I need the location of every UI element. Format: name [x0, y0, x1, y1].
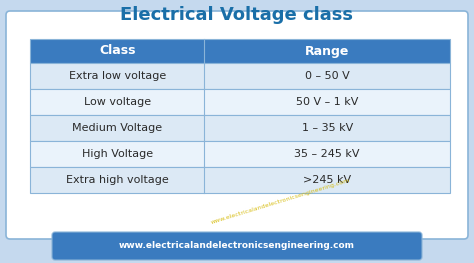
- Text: Electrical Voltage class: Electrical Voltage class: [120, 6, 354, 24]
- FancyBboxPatch shape: [6, 11, 468, 239]
- Text: >245 kV: >245 kV: [303, 175, 351, 185]
- Text: Extra high voltage: Extra high voltage: [66, 175, 169, 185]
- FancyBboxPatch shape: [30, 115, 450, 141]
- FancyBboxPatch shape: [30, 89, 450, 115]
- Text: Extra low voltage: Extra low voltage: [69, 71, 166, 81]
- Text: Medium Voltage: Medium Voltage: [72, 123, 162, 133]
- Text: 35 – 245 kV: 35 – 245 kV: [294, 149, 360, 159]
- Text: 0 – 50 V: 0 – 50 V: [305, 71, 349, 81]
- Text: Low voltage: Low voltage: [83, 97, 151, 107]
- Text: www.electricalandelectronicsengineering.com: www.electricalandelectronicsengineering.…: [119, 241, 355, 250]
- Text: 50 V – 1 kV: 50 V – 1 kV: [296, 97, 358, 107]
- Text: Class: Class: [99, 44, 136, 58]
- FancyBboxPatch shape: [30, 63, 450, 89]
- Text: Range: Range: [305, 44, 349, 58]
- FancyBboxPatch shape: [30, 39, 450, 63]
- Text: www.electricalandelectronicsengineering.com: www.electricalandelectronicsengineering.…: [210, 177, 350, 225]
- FancyBboxPatch shape: [30, 141, 450, 167]
- Text: High Voltage: High Voltage: [82, 149, 153, 159]
- Text: 1 – 35 kV: 1 – 35 kV: [301, 123, 353, 133]
- FancyBboxPatch shape: [52, 232, 422, 260]
- FancyBboxPatch shape: [30, 167, 450, 193]
